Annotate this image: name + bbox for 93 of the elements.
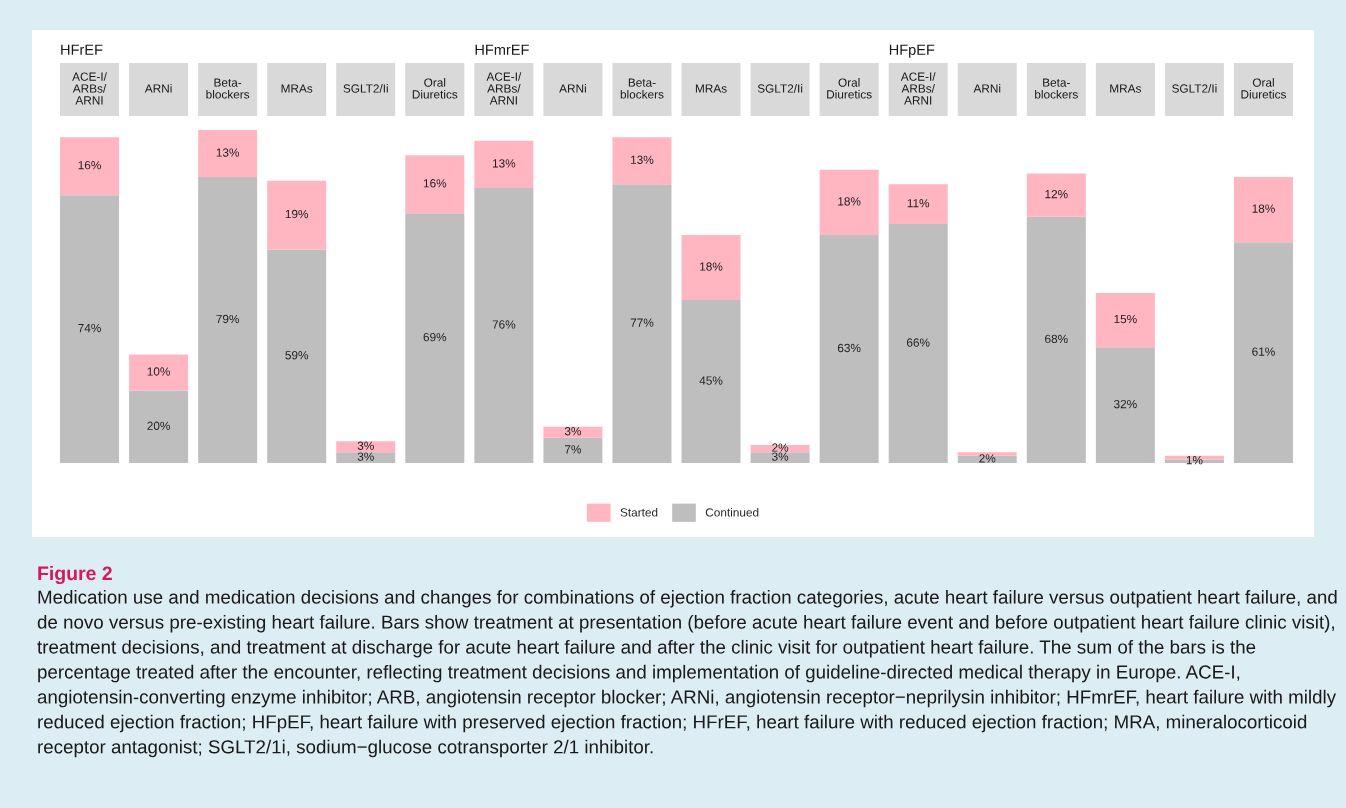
bar (1026, 216, 1086, 463)
x-tick-label: MRAs (1110, 84, 1141, 93)
bar (1026, 173, 1086, 217)
x-tick-label: Oral Diuretics (1241, 78, 1287, 99)
bar (474, 140, 534, 188)
bar (888, 184, 948, 225)
bar (405, 213, 465, 463)
bar (267, 180, 327, 250)
bar (129, 354, 189, 391)
bar (750, 444, 810, 453)
data-label: 69% (423, 332, 447, 342)
bar (888, 224, 948, 463)
data-label: 63% (837, 343, 861, 353)
bar (336, 452, 396, 463)
x-tick-label: ARNi (144, 84, 172, 93)
data-label: 12% (1045, 189, 1068, 199)
bar (543, 437, 603, 463)
data-label: 13% (492, 159, 516, 168)
x-tick-label: Oral Diuretics (827, 78, 872, 99)
data-label: 19% (285, 209, 309, 219)
data-label: 2% (979, 454, 996, 463)
data-label: 45% (699, 376, 723, 385)
x-tick-label: Beta- blockers (620, 78, 664, 99)
data-label: 3% (772, 452, 789, 461)
data-label: 11% (907, 199, 930, 208)
bar (336, 441, 396, 453)
x-tick-label: ACE-I/ ARBs/ ARNI (72, 72, 107, 105)
bar (198, 130, 258, 178)
x-tick-label: ACE-I/ ARBs/ ARNI (486, 72, 522, 105)
data-label: 2% (772, 443, 789, 452)
data-label: 77% (630, 318, 654, 327)
data-label: 3% (357, 452, 374, 461)
data-label: 20% (147, 421, 170, 430)
data-label: 66% (906, 338, 930, 347)
bar (681, 234, 741, 301)
bar (612, 137, 672, 185)
data-label: 7% (564, 445, 582, 454)
data-label: 18% (1252, 204, 1275, 213)
legend-label: Continued (705, 507, 759, 517)
x-tick-label: MRAs (281, 84, 313, 93)
text: Medication use and medication decisions and changes for combinations of ejection fraction categories, acute heart failure versus outpatient heart failure, and de novo versus pre-existing heart failure. Bars show treatment at presentation (before acute heart failure event and before outpatient heart failure clinic visit), treatment decisions, and treatment at discharge for acute heart failure and after the clinic visit for outpatient heart failure. The sum of the bars is the percentage treated after the encounter, reflecting treatment decisions and implementation of guideline-directed medical therapy in Europe. ACE-I, angiotensin-converting enzyme inhibitor; ARB, angiotensin receptor blocker; ARNi, angiotensin receptor−neprilysin inhibitor; HFmrEF, heart failure with mildly reduced ejection fraction; HFpEF, heart failure with preserved ejection fraction; HFrEF, heart failure with reduced ejection fraction; MRA, mineralocorticoid receptor antagonist; SGLT2/1i, sodium−glucose cotransporter 2/1 inhibitor. (37, 590, 1337, 758)
bar (198, 177, 258, 463)
data-label: 3% (357, 441, 374, 450)
data-label: 32% (1114, 399, 1137, 409)
legend-label: Started (620, 507, 658, 517)
data-label: 15% (1114, 314, 1137, 324)
data-label: 18% (700, 262, 723, 271)
bar (1095, 347, 1155, 463)
bar (819, 234, 879, 463)
data-label: 74% (78, 323, 101, 333)
bar (1233, 242, 1293, 463)
data-label: 13% (216, 148, 240, 157)
data-label: 79% (216, 314, 240, 324)
bar (60, 137, 120, 196)
x-tick-label: SGLT2/Ii (343, 84, 388, 93)
x-tick-label: SGLT2/Ii (1172, 84, 1217, 93)
bar (957, 455, 1017, 463)
bar (612, 184, 672, 463)
x-tick-label: ARNi (559, 84, 586, 93)
x-tick-label: Oral Diuretics (412, 78, 458, 99)
x-tick-label: Beta- blockers (1035, 78, 1078, 99)
bar (681, 300, 741, 463)
data-label: 61% (1252, 347, 1275, 356)
data-label: 76% (492, 320, 516, 329)
bar (957, 452, 1017, 456)
data-label: 16% (78, 161, 101, 170)
data-label: 10% (147, 367, 170, 376)
data-label: 18% (838, 197, 861, 206)
chart-title: HFrEF (61, 44, 103, 55)
bar (543, 426, 603, 438)
bar (60, 195, 120, 463)
data-label: 68% (1045, 334, 1068, 344)
x-tick-label: Beta- blockers (206, 78, 250, 99)
bar (1233, 177, 1293, 243)
x-tick-label: MRAs (695, 84, 727, 93)
bar (474, 187, 534, 463)
bar (819, 169, 879, 235)
bar (1095, 292, 1155, 348)
chart-title: HFmrEF (475, 44, 529, 55)
data-label: 1% (1186, 456, 1203, 465)
data-label: 59% (285, 351, 309, 360)
x-tick-label: SGLT2/Ii (757, 84, 803, 93)
x-tick-label: ACE-I/ ARBs/ ARNI (900, 72, 936, 105)
bar (405, 155, 465, 214)
caption: Figure 2 (38, 565, 112, 585)
bar (750, 452, 810, 463)
data-label: 3% (564, 427, 582, 436)
x-tick-label: ARNi (973, 84, 1001, 93)
chart-title: HFpEF (889, 44, 935, 58)
bar (267, 249, 327, 463)
data-label: 13% (631, 155, 654, 164)
data-label: 16% (423, 179, 447, 188)
bar (129, 390, 189, 463)
